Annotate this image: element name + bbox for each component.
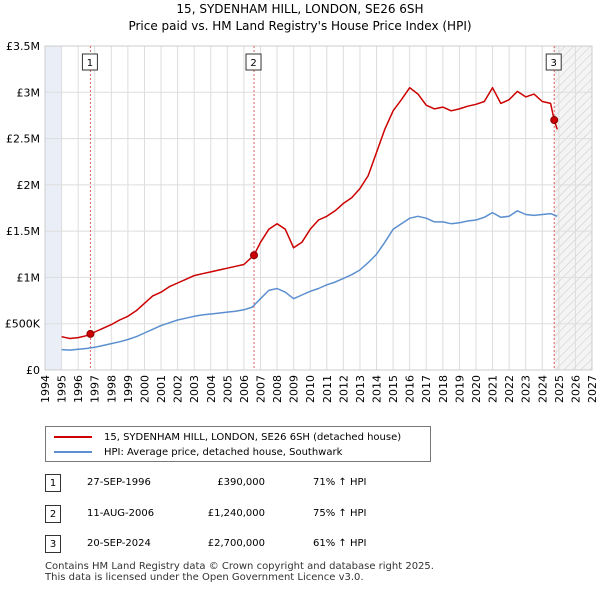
sale-label-number: 3 bbox=[551, 58, 557, 69]
footer-attribution: Contains HM Land Registry data © Crown c… bbox=[45, 561, 434, 583]
chart-title: 15, SYDENHAM HILL, LONDON, SE26 6SH bbox=[176, 2, 423, 16]
legend-hpi-swatch bbox=[54, 451, 92, 453]
y-tick-label: £2.5M bbox=[6, 133, 40, 146]
x-tick-label: 2012 bbox=[337, 375, 350, 403]
x-tick-label: 2002 bbox=[172, 375, 185, 403]
x-tick-label: 2018 bbox=[437, 375, 450, 403]
projection-hatch bbox=[554, 46, 592, 370]
transaction-price: £2,700,000 bbox=[207, 538, 265, 549]
sale-point bbox=[250, 251, 259, 260]
x-tick-label: 1997 bbox=[89, 375, 102, 403]
price-chart: 15, SYDENHAM HILL, LONDON, SE26 6SH Pric… bbox=[5, 2, 599, 403]
x-tick-label: 2027 bbox=[586, 375, 599, 403]
y-tick-label: £500K bbox=[5, 318, 41, 331]
transaction-number-badge: 3 bbox=[45, 535, 61, 553]
x-tick-label: 1999 bbox=[122, 375, 135, 403]
legend-hpi-label: HPI: Average price, detached house, Sout… bbox=[104, 446, 343, 458]
sale-label-number: 2 bbox=[250, 58, 256, 69]
y-tick-label: £1.5M bbox=[6, 225, 40, 238]
chart-legend: 15, SYDENHAM HILL, LONDON, SE26 6SH (det… bbox=[45, 426, 431, 462]
sale-label-box bbox=[245, 53, 262, 71]
transaction-price: £390,000 bbox=[217, 477, 265, 488]
transaction-hpi: 75% ↑ HPI bbox=[313, 508, 367, 519]
legend-property-swatch bbox=[54, 436, 92, 438]
x-tick-label: 2010 bbox=[304, 375, 317, 403]
x-tick-label: 2025 bbox=[553, 375, 566, 403]
x-tick-label: 1996 bbox=[72, 375, 85, 403]
transaction-date: 27-SEP-1996 bbox=[87, 477, 151, 488]
x-tick-label: 2008 bbox=[271, 375, 284, 403]
footer-line-2: This data is licensed under the Open Gov… bbox=[45, 572, 364, 583]
y-tick-label: £2M bbox=[17, 179, 41, 192]
x-tick-label: 2014 bbox=[371, 375, 384, 403]
x-tick-label: 2004 bbox=[205, 375, 218, 403]
x-tick-label: 2024 bbox=[536, 375, 549, 403]
x-tick-label: 1994 bbox=[39, 375, 52, 403]
x-tick-label: 2006 bbox=[238, 375, 251, 403]
plot-area bbox=[45, 46, 592, 370]
sale-point bbox=[550, 116, 559, 125]
sale-label-number: 1 bbox=[87, 58, 93, 69]
transaction-hpi: 71% ↑ HPI bbox=[313, 477, 367, 488]
property-price-line bbox=[61, 86, 558, 340]
x-tick-label: 2009 bbox=[288, 375, 301, 403]
y-tick-label: £0 bbox=[26, 364, 40, 377]
x-tick-label: 1998 bbox=[105, 375, 118, 403]
x-tick-label: 1995 bbox=[56, 375, 69, 403]
x-tick-label: 2016 bbox=[404, 375, 417, 403]
transaction-hpi: 61% ↑ HPI bbox=[313, 538, 367, 549]
x-tick-label: 2019 bbox=[453, 375, 466, 403]
sale-label-box bbox=[81, 53, 98, 71]
x-tick-label: 2000 bbox=[138, 375, 151, 403]
hpi-line bbox=[61, 210, 558, 351]
y-tick-label: £3M bbox=[17, 86, 41, 99]
transaction-number-badge: 1 bbox=[45, 474, 61, 492]
x-tick-label: 2026 bbox=[569, 375, 582, 403]
x-tick-label: 2022 bbox=[503, 375, 516, 403]
sale-point bbox=[86, 329, 95, 338]
x-tick-label: 2007 bbox=[254, 375, 267, 403]
pre-data-shading bbox=[45, 46, 62, 370]
x-tick-label: 2023 bbox=[520, 375, 533, 403]
chart-subtitle: Price paid vs. HM Land Registry's House … bbox=[128, 19, 471, 33]
x-tick-label: 2003 bbox=[188, 375, 201, 403]
sale-label-box bbox=[545, 53, 562, 71]
transaction-number-badge: 2 bbox=[45, 505, 61, 523]
x-tick-label: 2013 bbox=[354, 375, 367, 403]
x-tick-label: 2005 bbox=[221, 375, 234, 403]
legend-property-label: 15, SYDENHAM HILL, LONDON, SE26 6SH (det… bbox=[104, 431, 402, 443]
y-tick-label: £3.5M bbox=[6, 40, 40, 53]
x-tick-label: 2021 bbox=[487, 375, 500, 403]
transaction-date: 11-AUG-2006 bbox=[87, 508, 155, 519]
x-tick-label: 2001 bbox=[155, 375, 168, 403]
transaction-date: 20-SEP-2024 bbox=[87, 538, 151, 549]
footer-line-1: Contains HM Land Registry data © Crown c… bbox=[45, 561, 434, 572]
x-tick-label: 2015 bbox=[387, 375, 400, 403]
x-tick-label: 2011 bbox=[321, 375, 334, 403]
transaction-price: £1,240,000 bbox=[207, 508, 265, 519]
x-tick-label: 2020 bbox=[470, 375, 483, 403]
legend-item-hpi: HPI: Average price, detached house, Sout… bbox=[54, 445, 342, 459]
legend-item-property: 15, SYDENHAM HILL, LONDON, SE26 6SH (det… bbox=[54, 430, 401, 444]
plot-frame bbox=[44, 45, 593, 371]
y-tick-label: £1M bbox=[17, 271, 41, 284]
x-tick-label: 2017 bbox=[420, 375, 433, 403]
